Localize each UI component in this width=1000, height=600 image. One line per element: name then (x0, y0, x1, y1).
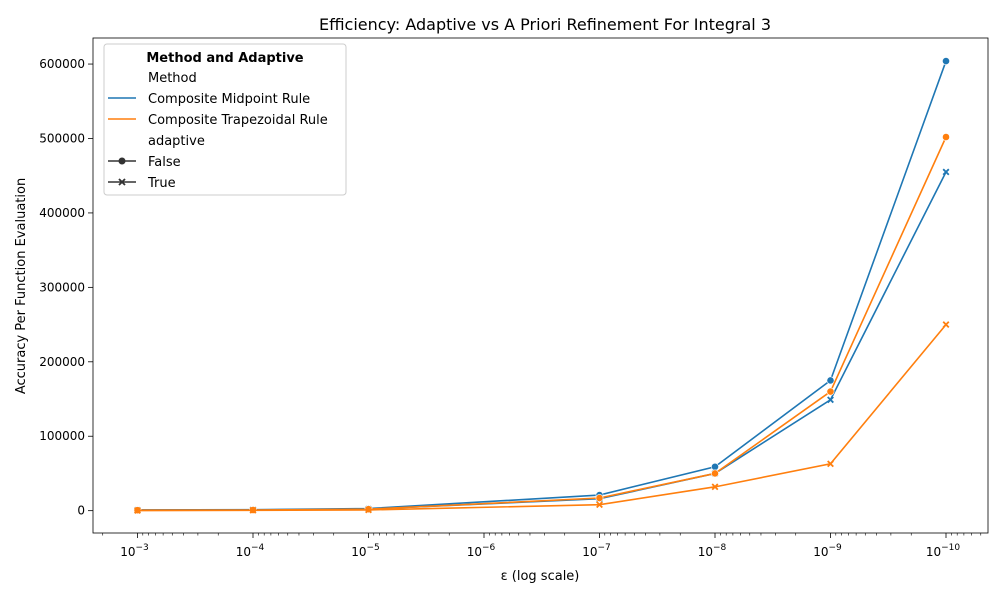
legend-entry-midpoint: Composite Midpoint Rule (148, 92, 310, 107)
x-tick-label: 10−6 (467, 543, 496, 559)
y-tick-label: 500000 (39, 131, 85, 145)
legend-box (103, 43, 347, 196)
legend-title: Method and Adaptive (146, 51, 303, 66)
data-point (249, 506, 257, 514)
y-tick-label: 200000 (39, 355, 85, 369)
x-tick-label: 10−8 (698, 543, 727, 559)
x-tick-label: 10−3 (120, 543, 149, 559)
legend-marker-true (118, 178, 126, 186)
data-point (826, 387, 835, 396)
x-tick-label: 10−10 (926, 543, 961, 559)
data-point (595, 494, 604, 502)
legend: Method and Adaptive Method Composite Mid… (103, 43, 347, 196)
legend-entry-false: False (148, 155, 181, 170)
data-point (711, 469, 719, 478)
data-point (827, 460, 834, 468)
y-tick-label: 0 (77, 504, 85, 518)
x-axis-ticks: 10−3 10−4 10−5 10−6 10−7 10−8 10−9 10−10 (102, 533, 982, 559)
x-tick-label: 10−7 (582, 543, 611, 559)
x-tick-label: 10−9 (813, 543, 842, 559)
legend-style-title: adaptive (148, 134, 205, 149)
data-point (942, 321, 950, 329)
x-tick-label: 10−5 (351, 543, 380, 559)
data-point (826, 376, 835, 385)
y-tick-label: 100000 (39, 429, 85, 443)
data-point (942, 133, 950, 141)
data-point (942, 57, 950, 65)
data-point (827, 396, 834, 404)
data-point (596, 501, 603, 509)
legend-marker-false (118, 157, 126, 165)
legend-hue-title: Method (148, 71, 197, 86)
data-point (711, 483, 719, 491)
data-point (942, 168, 950, 176)
legend-entry-true: True (147, 176, 176, 191)
data-point (365, 506, 372, 514)
data-point (134, 507, 141, 514)
data-point (711, 462, 719, 471)
y-tick-label: 600000 (39, 57, 85, 71)
y-tick-label: 400000 (39, 206, 85, 220)
series-layer (133, 57, 950, 515)
y-axis-label: Accuracy Per Function Evaluation (14, 178, 29, 394)
legend-entry-trapezoidal: Composite Trapezoidal Rule (148, 113, 328, 128)
chart-title: Efficiency: Adaptive vs A Priori Refinem… (319, 15, 771, 34)
y-axis-ticks: 0 100000 200000 300000 400000 500000 600000 (39, 57, 93, 518)
x-axis-label: ε (log scale) (501, 569, 580, 584)
y-tick-label: 300000 (39, 280, 85, 294)
plot-frame (92, 37, 989, 534)
x-tick-label: 10−4 (236, 543, 265, 559)
